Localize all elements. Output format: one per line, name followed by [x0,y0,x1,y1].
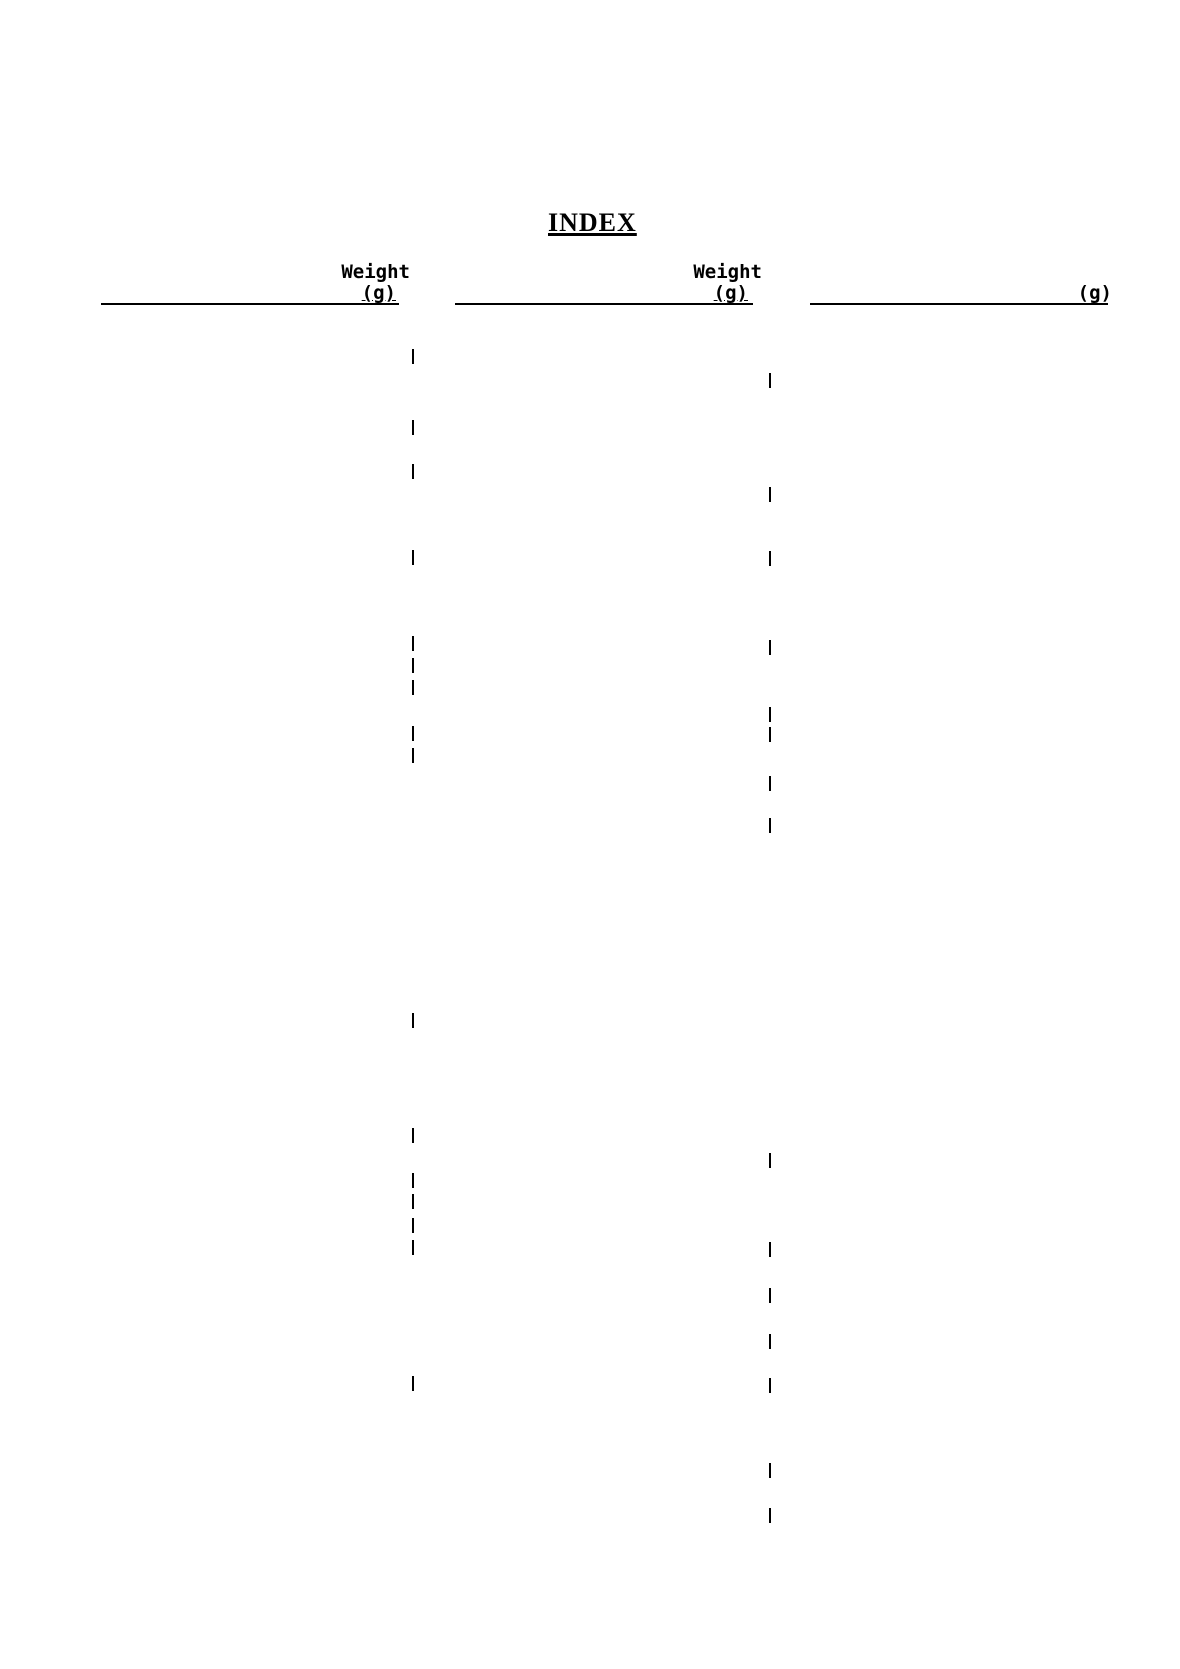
separator-mark [769,1242,771,1257]
separator-mark [412,1376,414,1391]
page-title: INDEX [548,208,637,237]
separator-mark [769,1508,771,1523]
separator-mark [412,680,414,695]
separator-mark [412,550,414,565]
separator-mark [769,640,771,655]
separator-mark [769,487,771,502]
separator-mark [412,658,414,673]
column-3-rule [810,303,1108,305]
column-2-header: Weight (g) [652,262,762,304]
column-1-header: Weight (g) [300,262,410,304]
separator-mark [412,349,414,364]
separator-mark [769,1378,771,1393]
separator-mark [769,551,771,566]
separator-mark [412,1194,414,1209]
column-2-rule [455,303,753,305]
separator-mark [769,1153,771,1168]
separator-mark [412,1013,414,1028]
separator-mark [412,1173,414,1188]
column-2-unit: (g) [713,282,748,304]
separator-mark [412,726,414,741]
column-1-rule [101,303,399,305]
separator-mark [769,776,771,791]
separator-mark [769,727,771,742]
column-3-unit: (g) [1077,282,1112,304]
separator-mark [769,818,771,833]
column-1-unit: (g) [361,282,396,304]
column-2-heading: Weight [693,261,762,283]
separator-mark [769,707,771,722]
separator-mark [769,1463,771,1478]
separator-mark [412,1240,414,1255]
separator-mark [769,1288,771,1303]
separator-mark [412,636,414,651]
column-3-header: (g) [1000,283,1112,304]
separator-mark [412,464,414,479]
separator-mark [412,1128,414,1143]
separator-mark [412,420,414,435]
separator-mark [769,1334,771,1349]
separator-mark [412,1218,414,1233]
separator-mark [769,373,771,388]
column-1-heading: Weight [341,261,410,283]
separator-mark [412,748,414,763]
